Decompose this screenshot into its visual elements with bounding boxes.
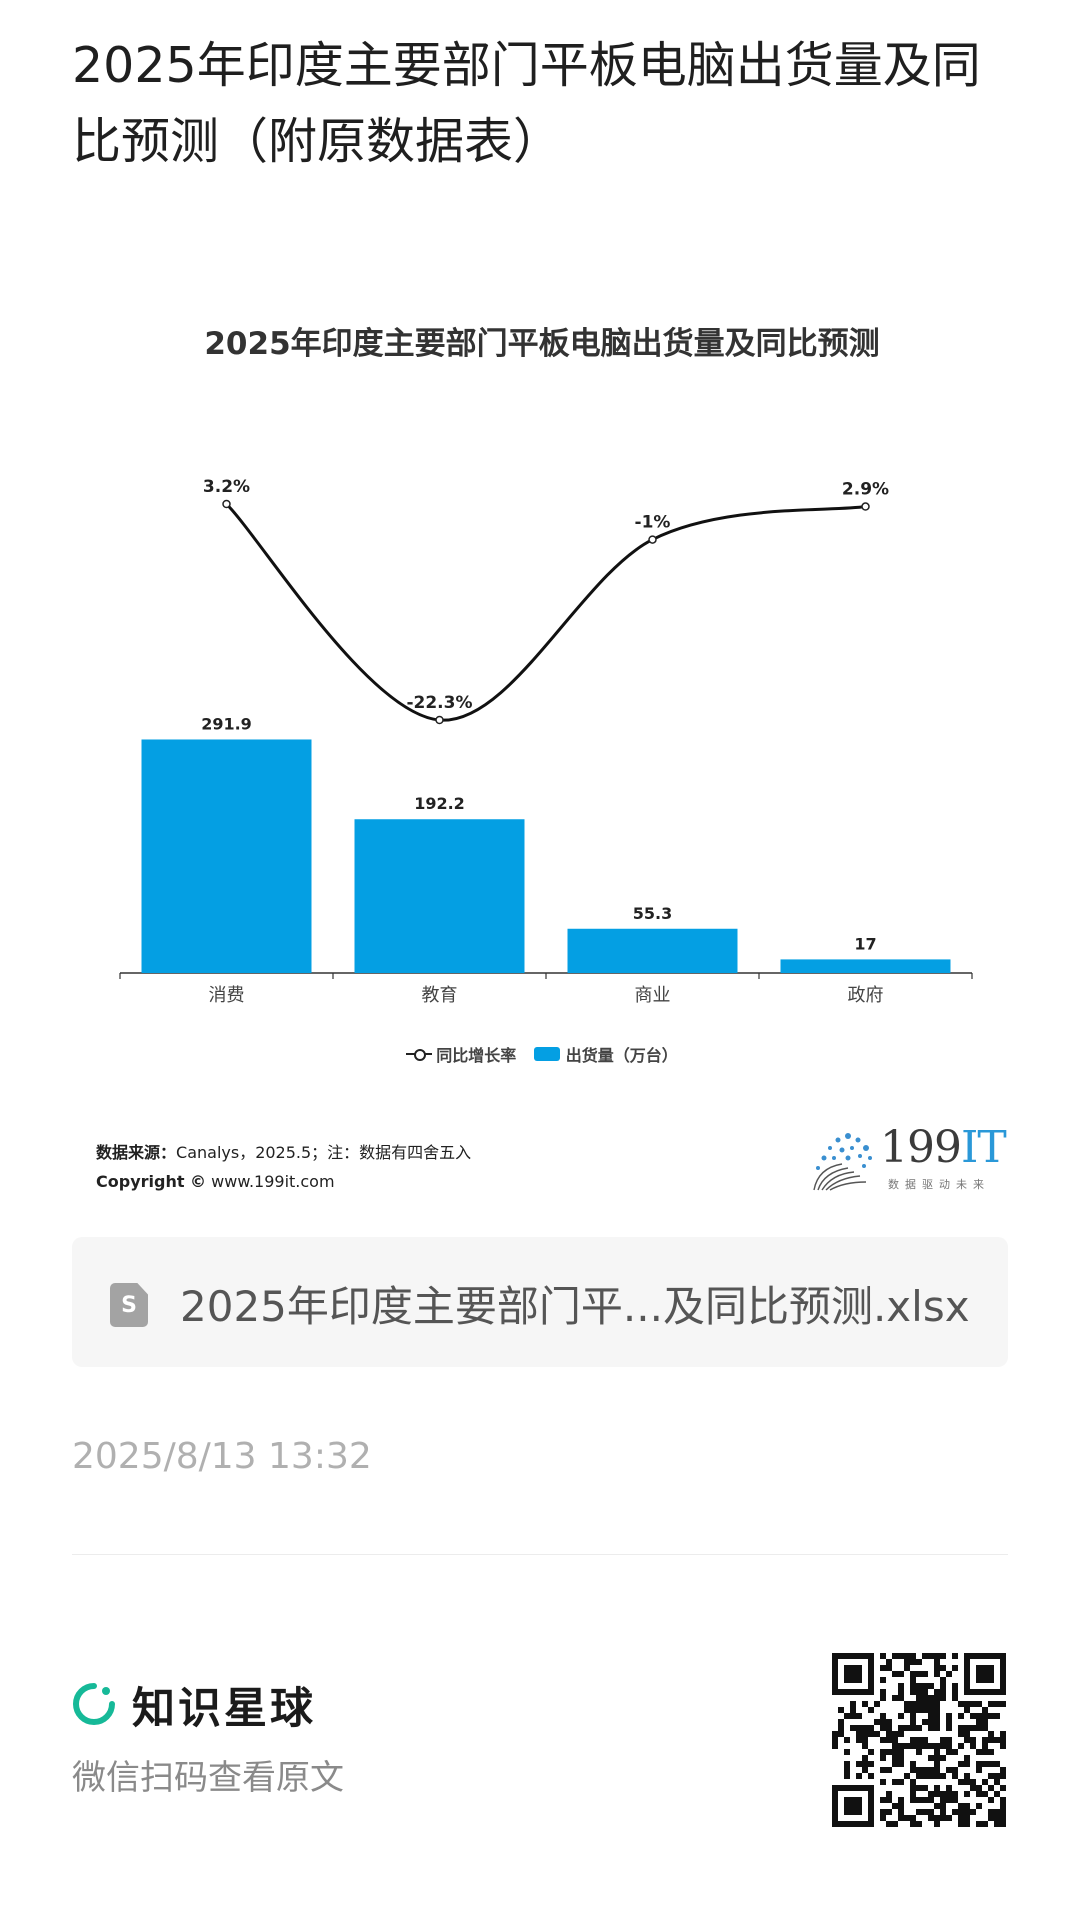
app-name: 知识星球 (132, 1684, 316, 1734)
legend-item-shipments: 出货量（万台） (533, 1042, 678, 1066)
page-title: 2025年印度主要部门平板电脑出货量及同比预测（附原数据表） (72, 37, 981, 170)
scan-hint: 微信扫码查看原文 (72, 1758, 344, 1798)
brand-tagline: 数据驱动未来 (888, 1178, 990, 1191)
attachment-file-card[interactable]: S 2025年印度主要部门平...及同比预测.xlsx (72, 1237, 1008, 1367)
x-tick-label: 政府 (848, 985, 884, 1006)
x-tick-label: 消费 (209, 985, 245, 1006)
combo-chart: 291.9 消费 192.2 教育 55.3 商业 17 政府 3.2% -22.3% -1% 2.9… (119, 477, 973, 1006)
growth-value-label: -22.3% (406, 693, 472, 713)
zsxq-logo-icon (73, 1683, 115, 1725)
dandelion-icon (813, 1133, 872, 1191)
source-label: 数据来源： (96, 1143, 177, 1162)
source-text: Canalys，2025.5；注：数据有四舍五入 (176, 1143, 472, 1162)
bar-value-label: 55.3 (633, 904, 672, 923)
attachment-file-name[interactable]: 2025年印度主要部门平...及同比预测.xlsx (180, 1282, 970, 1331)
chart-title: 2025年印度主要部门平板电脑出货量及同比预测 (204, 326, 880, 362)
bar-education (354, 819, 525, 973)
growth-point-education (435, 715, 444, 725)
qr-modules (832, 1653, 1006, 1827)
brand-name-it: IT (960, 1122, 1007, 1173)
chart-legend: 同比增长率 出货量（万台） (72, 1042, 1012, 1066)
brand-name: 199IT (880, 1122, 1007, 1173)
growth-rate-line (225, 502, 866, 722)
spreadsheet-file-icon: S (110, 1283, 148, 1327)
bar-government (780, 959, 951, 973)
chart-card: 2025年印度主要部门平板电脑出货量及同比预测 291.9 消费 192.2 教育 55… (72, 290, 1012, 1210)
growth-point-consumer (222, 499, 231, 509)
legend-line-swatch (406, 1047, 433, 1061)
copyright-site: www.199it.com (211, 1172, 335, 1191)
divider (72, 1554, 1008, 1555)
bar-value-label: 291.9 (201, 714, 252, 733)
source-note: 数据来源：Canalys，2025.5；注：数据有四舍五入 Copyright … (96, 1138, 471, 1196)
x-tick-label: 教育 (422, 985, 458, 1006)
x-tick-label: 商业 (635, 985, 671, 1006)
legend-item-growth: 同比增长率 (406, 1042, 516, 1066)
growth-value-label: 2.9% (842, 480, 889, 500)
qr-code (832, 1653, 1006, 1827)
legend-label-growth: 同比增长率 (436, 1046, 517, 1065)
growth-point-government (861, 502, 870, 511)
growth-value-label: -1% (635, 513, 671, 533)
growth-value-label: 3.2% (203, 477, 250, 497)
post-timestamp: 2025/8/13 13:32 (72, 1436, 372, 1477)
growth-point-business (648, 535, 657, 544)
copyright-label: Copyright © (96, 1172, 207, 1191)
bar-consumer (141, 739, 312, 973)
bar-value-label: 192.2 (414, 794, 465, 813)
legend-label-shipments: 出货量（万台） (565, 1046, 678, 1065)
brand-logo-199it: 199IT 数据驱动未来 (808, 1122, 1008, 1198)
bar-business (567, 928, 738, 973)
brand-name-num: 199 (880, 1122, 962, 1173)
legend-bar-swatch (533, 1047, 560, 1061)
bar-value-label: 17 (854, 934, 876, 953)
